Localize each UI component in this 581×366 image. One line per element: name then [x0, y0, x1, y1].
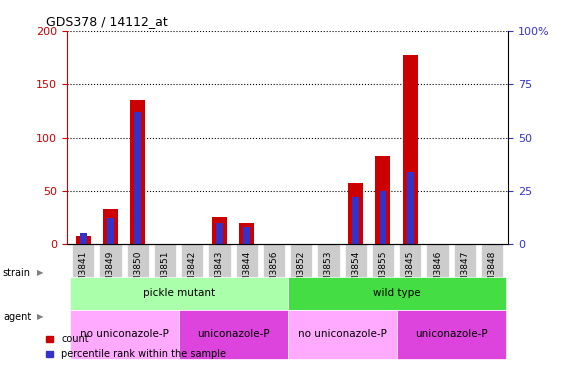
- Text: GDS378 / 14112_at: GDS378 / 14112_at: [46, 15, 168, 28]
- Text: wild type: wild type: [373, 288, 421, 298]
- Bar: [80, 234, 87, 244]
- Bar: [379, 191, 386, 244]
- Text: no uniconazole-P: no uniconazole-P: [297, 329, 386, 339]
- Bar: [375, 156, 390, 244]
- Text: strain: strain: [3, 268, 31, 278]
- Bar: [288, 277, 505, 310]
- Bar: [216, 223, 223, 244]
- Bar: [103, 209, 118, 244]
- Text: no uniconazole-P: no uniconazole-P: [80, 329, 168, 339]
- Legend: count, percentile rank within the sample: count, percentile rank within the sample: [45, 335, 226, 359]
- Text: ▶: ▶: [37, 268, 43, 277]
- Bar: [403, 55, 418, 244]
- Bar: [397, 310, 505, 359]
- Bar: [243, 227, 250, 244]
- Bar: [134, 112, 141, 244]
- Bar: [70, 277, 288, 310]
- Bar: [130, 100, 145, 244]
- Bar: [178, 310, 288, 359]
- Text: uniconazole-P: uniconazole-P: [415, 329, 487, 339]
- Bar: [407, 172, 414, 244]
- Bar: [288, 310, 397, 359]
- Text: uniconazole-P: uniconazole-P: [197, 329, 270, 339]
- Bar: [212, 217, 227, 244]
- Bar: [70, 310, 178, 359]
- Bar: [352, 197, 359, 244]
- Bar: [107, 219, 114, 244]
- Bar: [348, 183, 363, 244]
- Text: pickle mutant: pickle mutant: [142, 288, 214, 298]
- Text: agent: agent: [3, 311, 31, 322]
- Bar: [239, 223, 254, 244]
- Text: ▶: ▶: [37, 312, 43, 321]
- Bar: [76, 235, 91, 244]
